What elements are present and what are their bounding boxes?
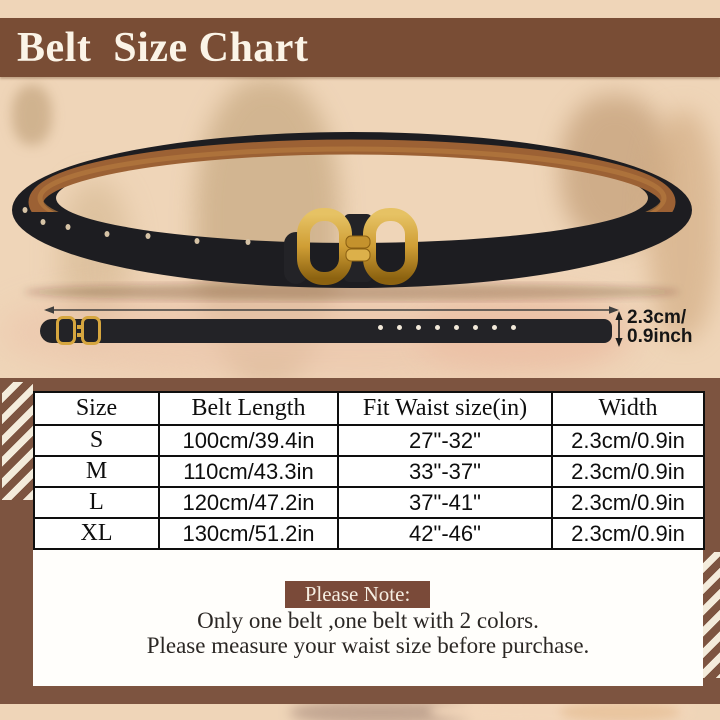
table-row: XL 130cm/51.2in 42"-46" 2.3cm/0.9in xyxy=(33,517,705,550)
background-shadow xyxy=(12,85,52,145)
belt-hole xyxy=(416,325,421,330)
table-cell: XL xyxy=(33,517,160,550)
table-cell: 130cm/51.2in xyxy=(158,517,339,550)
belt-hole xyxy=(378,325,383,330)
column-header-fit-waist: Fit Waist size(in) xyxy=(337,391,553,426)
table-row: S 100cm/39.4in 27"-32" 2.3cm/0.9in xyxy=(33,424,705,457)
measurement-arrows xyxy=(44,306,623,347)
width-label-line1: 2.3cm/ xyxy=(627,307,687,328)
table-cell: L xyxy=(33,486,160,519)
flat-belt-strip xyxy=(40,319,612,343)
belt-hole xyxy=(492,325,497,330)
table-cell: 27"-32" xyxy=(337,424,553,457)
belt-hole xyxy=(454,325,459,330)
table-cell: 42"-46" xyxy=(337,517,553,550)
width-arrow-head-down xyxy=(615,338,623,347)
stripe-decoration-right xyxy=(703,552,720,678)
size-chart-table: Size Belt Length Fit Waist size(in) Widt… xyxy=(33,391,705,550)
table-cell: 2.3cm/0.9in xyxy=(551,486,705,519)
belt-hole xyxy=(397,325,402,330)
table-cell: 2.3cm/0.9in xyxy=(551,424,705,457)
column-header-belt-length: Belt Length xyxy=(158,391,339,426)
background-photo-bottom xyxy=(290,700,470,720)
stripe-decoration-left xyxy=(2,382,33,500)
table-cell: M xyxy=(33,455,160,488)
width-arrow-head-up xyxy=(615,311,623,320)
flat-buckle-connector xyxy=(77,333,81,337)
belt-lining-highlight xyxy=(37,146,667,212)
please-note-badge: Please Note: xyxy=(285,581,430,608)
table-cell: 2.3cm/0.9in xyxy=(551,455,705,488)
page-title: Belt Size Chart xyxy=(17,25,309,71)
table-cell: 33"-37" xyxy=(337,455,553,488)
column-header-size: Size xyxy=(33,391,160,426)
belt-hole xyxy=(473,325,478,330)
table-cell: 2.3cm/0.9in xyxy=(551,517,705,550)
belt-strap xyxy=(11,131,693,289)
table-cell: 120cm/47.2in xyxy=(158,486,339,519)
table-row: M 110cm/43.3in 33"-37" 2.3cm/0.9in xyxy=(33,455,705,488)
belt-holes xyxy=(22,207,251,245)
belt-hole xyxy=(511,325,516,330)
belt-photo xyxy=(11,131,693,301)
length-arrow-head-right xyxy=(609,306,619,314)
table-cell: 37"-41" xyxy=(337,486,553,519)
table-row: L 120cm/47.2in 37"-41" 2.3cm/0.9in xyxy=(33,486,705,519)
belt-buckle-icon xyxy=(297,208,418,285)
column-header-width: Width xyxy=(551,391,705,426)
width-label-line2: 0.9inch xyxy=(627,326,693,347)
flat-buckle-connector xyxy=(77,325,81,329)
flat-buckle-icon xyxy=(56,316,76,345)
belt-hole xyxy=(435,325,440,330)
length-arrow-head-left xyxy=(44,306,54,314)
table-cell: 110cm/43.3in xyxy=(158,455,339,488)
table-cell: S xyxy=(33,424,160,457)
table-header-row: Size Belt Length Fit Waist size(in) Widt… xyxy=(33,391,705,426)
note-line: Please measure your waist size before pu… xyxy=(146,633,590,658)
background-photo-bottom xyxy=(560,702,680,720)
table-cell: 100cm/39.4in xyxy=(158,424,339,457)
flat-buckle-icon xyxy=(81,316,101,345)
note-line: Only one belt ,one belt with 2 colors. xyxy=(197,608,539,633)
header-banner: Belt Size Chart xyxy=(0,18,720,77)
belt-shadow xyxy=(24,283,680,301)
